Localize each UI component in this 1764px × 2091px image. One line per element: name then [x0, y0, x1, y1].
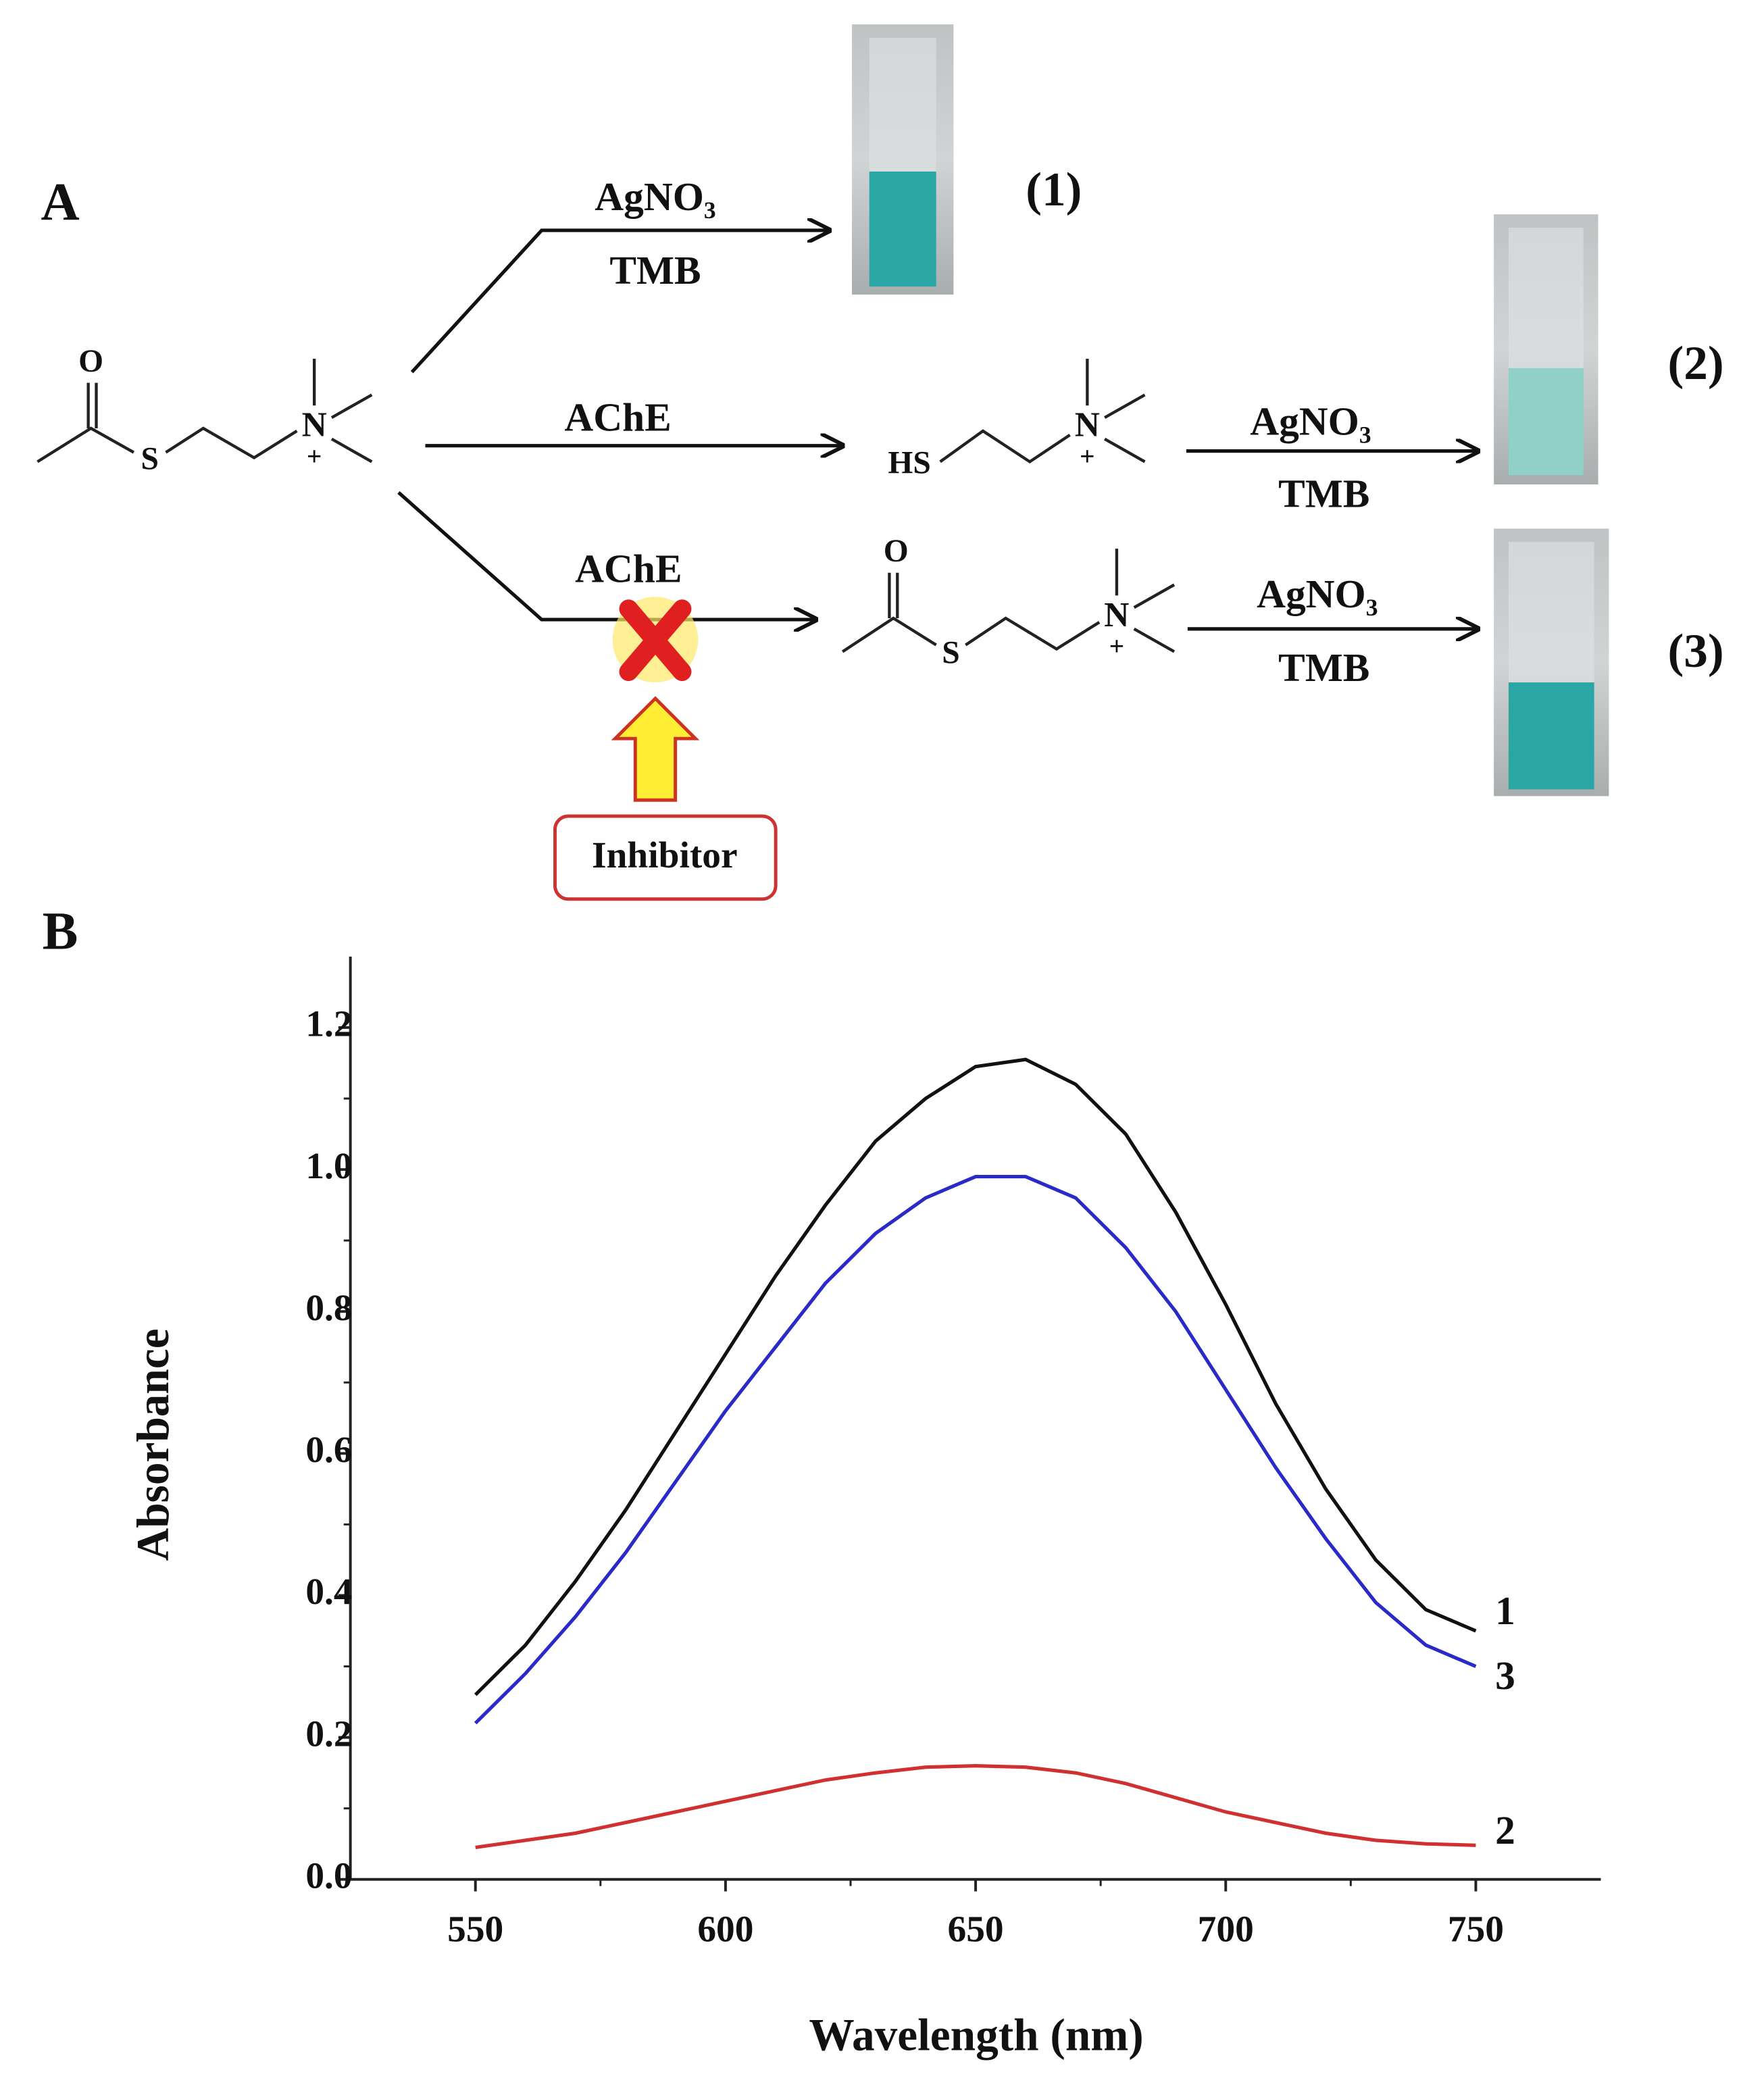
- inhibitor-box: [553, 814, 778, 901]
- reagent: TMB: [1278, 472, 1369, 516]
- series-line: [474, 1174, 1477, 1725]
- charge: +: [307, 442, 322, 472]
- vial: [1494, 528, 1609, 797]
- series-label: 1: [1495, 1588, 1515, 1633]
- atom: N: [1104, 596, 1129, 634]
- y-tick-label: 0.2: [305, 1713, 352, 1754]
- vial: [851, 24, 954, 295]
- series-label: 3: [1495, 1653, 1515, 1698]
- vial-label: (2): [1667, 336, 1723, 390]
- atom: N: [1075, 406, 1100, 445]
- panel-label: B: [43, 901, 78, 961]
- atom: O: [884, 534, 909, 569]
- x-tick-label: 750: [1448, 1909, 1504, 1950]
- panel-label: A: [41, 172, 79, 232]
- x-axis-label: Wavelength (nm): [809, 2010, 1143, 2061]
- y-tick-label: 0.4: [305, 1571, 352, 1612]
- up-arrow: [611, 696, 700, 802]
- x-tick-label: 700: [1198, 1909, 1254, 1950]
- block-cross: [612, 597, 699, 683]
- inhibitor: Inhibitor: [592, 834, 738, 876]
- y-tick-label: 1.2: [305, 1003, 352, 1044]
- series-line: [474, 1057, 1477, 1696]
- acetylthiocholine: [841, 549, 1176, 653]
- atom: HS: [888, 445, 930, 480]
- series-label: 2: [1495, 1808, 1515, 1853]
- x-tick-label: 600: [697, 1909, 753, 1950]
- arrow: [410, 230, 830, 374]
- vial-label: (1): [1026, 163, 1082, 216]
- enzyme: AChE: [564, 395, 671, 440]
- reagent: AgNO₃: [595, 174, 715, 219]
- y-axis-label: Absorbance: [128, 1328, 178, 1561]
- atom: S: [141, 441, 158, 476]
- reagent: AgNO₃: [1257, 572, 1378, 616]
- y-tick-label: 0.0: [305, 1855, 352, 1896]
- plot: 0.0 0.2 0.4 0.6 0.8 1.0 1.2 550 600 650 700 750 1 3 2: [305, 956, 1601, 1950]
- vial-label: (3): [1667, 624, 1723, 678]
- charge: +: [1080, 442, 1095, 472]
- y-tick-label: 1.0: [305, 1145, 352, 1186]
- atom: N: [302, 406, 327, 445]
- x-tick-label: 550: [447, 1909, 503, 1950]
- x-tick-label: 650: [948, 1909, 1004, 1950]
- charge: +: [1109, 632, 1125, 661]
- arrow: [397, 491, 816, 620]
- thiocholine: [939, 359, 1146, 464]
- y-tick-label: 0.8: [305, 1287, 352, 1328]
- y-tick-label: 0.6: [305, 1429, 352, 1470]
- reagent: TMB: [609, 248, 701, 293]
- acetylthiocholine: [36, 359, 373, 463]
- vial: [1494, 214, 1598, 485]
- enzyme: AChE: [575, 546, 682, 590]
- series-line: [475, 1764, 1476, 1850]
- atom: O: [78, 344, 103, 379]
- reagent: AgNO₃: [1250, 399, 1371, 444]
- reagent: TMB: [1278, 645, 1369, 690]
- atom: S: [942, 635, 959, 670]
